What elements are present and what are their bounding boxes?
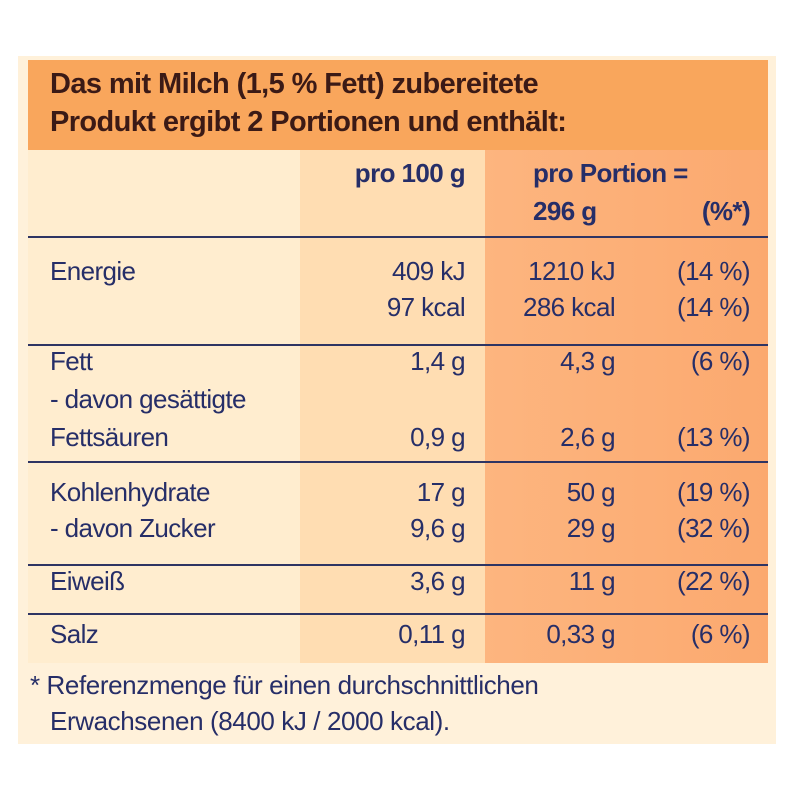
- percent-value: (6 %): [690, 346, 751, 376]
- row-label: Fettsäuren: [50, 422, 169, 452]
- portion-value: 4,3 g: [560, 346, 615, 376]
- row-label: Kohlenhydrate: [50, 477, 210, 507]
- header-portion: pro Portion =: [533, 158, 688, 188]
- per100-value: 1,4 g: [410, 346, 465, 376]
- row-label: Energie: [50, 256, 136, 286]
- per100-value: 409 kJ: [391, 256, 466, 286]
- portion-value: 286 kcal: [522, 292, 616, 322]
- percent-value: (13 %): [677, 422, 751, 452]
- header-portion-weight: 296 g: [533, 196, 597, 226]
- portion-value: 29 g: [566, 513, 616, 543]
- row-divider: [28, 236, 768, 238]
- row-label: Eiweiß: [50, 566, 125, 596]
- per100-value: 17 g: [416, 477, 466, 507]
- row-label: - davon gesättigte: [50, 384, 247, 414]
- portion-value: 2,6 g: [560, 422, 615, 452]
- per100-value: 97 kcal: [386, 292, 466, 322]
- row-label: Salz: [50, 619, 99, 649]
- per100-value: 3,6 g: [410, 566, 465, 596]
- label-column: [28, 150, 300, 663]
- footnote-line-2: Erwachsenen (8400 kJ / 2000 kcal).: [50, 706, 450, 736]
- per100-value: 0,11 g: [398, 619, 465, 649]
- title-line-2: Produkt ergibt 2 Portionen und enthält:: [50, 106, 567, 138]
- row-divider: [28, 564, 768, 566]
- portion-value: 50 g: [566, 477, 616, 507]
- row-label: Fett: [50, 346, 93, 376]
- portion-value: 0,33 g: [546, 619, 615, 649]
- footnote-line-1: * Referenzmenge für einen durchschnittli…: [30, 670, 539, 700]
- portion-value: 11 g: [568, 566, 616, 596]
- percent-value: (32 %): [677, 513, 751, 543]
- per100-value: 0,9 g: [410, 422, 465, 452]
- row-divider: [28, 461, 768, 463]
- percent-value: (22 %): [677, 566, 751, 596]
- percent-value: (14 %): [677, 292, 751, 322]
- per100-column: [300, 150, 485, 663]
- row-label: - davon Zucker: [50, 513, 216, 543]
- portion-column: [485, 150, 768, 663]
- row-divider: [28, 344, 768, 346]
- per100-value: 9,6 g: [410, 513, 465, 543]
- portion-value: 1210 kJ: [528, 256, 615, 286]
- title-banner: Das mit Milch (1,5 % Fett) zubereitete P…: [28, 60, 768, 150]
- header-percent: (%*): [701, 196, 751, 226]
- title-line-1: Das mit Milch (1,5 % Fett) zubereitete: [50, 68, 539, 100]
- header-per100: pro 100 g: [354, 158, 466, 188]
- percent-value: (14 %): [677, 256, 751, 286]
- percent-value: (19 %): [677, 477, 751, 507]
- percent-value: (6 %): [690, 619, 751, 649]
- row-divider: [28, 613, 768, 615]
